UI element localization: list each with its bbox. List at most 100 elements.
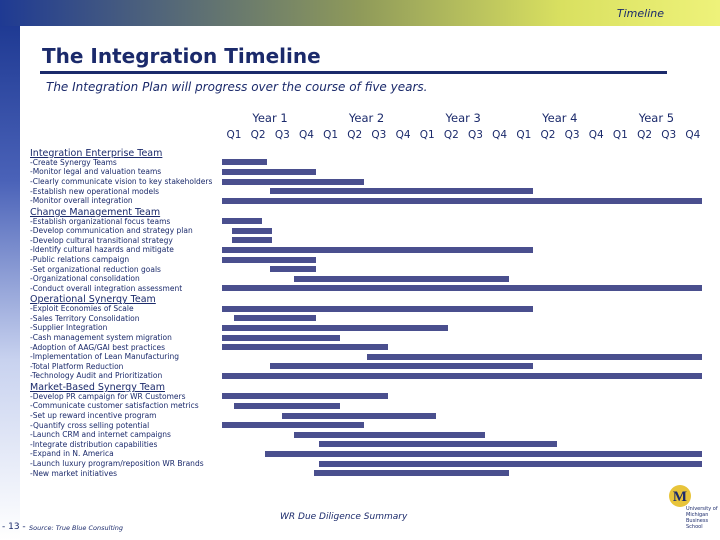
university-logo-icon: M (669, 485, 691, 507)
header-gradient-bar (0, 0, 720, 26)
task-label: -Public relations campaign (30, 255, 130, 264)
task-label: -Sales Territory Consolidation (30, 313, 140, 323)
quarter-label: Q4 (685, 129, 701, 141)
task-label: -Identify cultural hazards and mitigate (30, 245, 174, 255)
task-bar (222, 285, 702, 292)
task-label: -Launch luxury program/reposition WR Bra… (30, 459, 204, 468)
task-label: -Cash management system migration (30, 333, 172, 342)
task-bar (222, 256, 316, 263)
quarter-label: Q3 (371, 129, 387, 141)
task-bar (222, 422, 364, 429)
task-label: -Technology Audit and Prioritization (30, 371, 163, 381)
task-bar (294, 275, 509, 282)
task-label: -Expand in N. America (30, 449, 114, 459)
footer-summary: WR Due Diligence Summary (280, 512, 408, 522)
task-bar (222, 218, 263, 225)
task-bar (222, 178, 364, 185)
task-label: -Communicate customer satisfaction metri… (30, 401, 199, 411)
task-bar (270, 266, 316, 273)
task-label: -Adoption of AAG/GAI best practices (30, 342, 166, 352)
page-number: - 13 - (2, 522, 26, 532)
task-label: -Develop cultural transitional strategy (30, 235, 173, 245)
page-subtitle: The Integration Plan will progress over … (46, 80, 428, 94)
task-label: -Organizational consolidation (30, 274, 140, 284)
task-bar (231, 237, 273, 244)
task-bar (234, 402, 340, 409)
task-bar (222, 393, 389, 400)
quarter-label: Q1 (323, 129, 339, 141)
quarter-label: Q4 (588, 129, 604, 141)
source-note: Source: True Blue Consulting (29, 524, 124, 532)
task-label: -Exploit Economies of Scale (30, 304, 134, 314)
quarter-label: Q1 (516, 129, 532, 141)
quarter-label: Q1 (612, 129, 628, 141)
task-label: -Develop PR campaign for WR Customers (30, 391, 186, 401)
task-label: -Clearly communicate vision to key stake… (30, 177, 213, 186)
task-bar (231, 227, 273, 234)
task-bar (222, 344, 389, 351)
quarter-label: Q2 (347, 129, 363, 141)
quarter-label: Q1 (226, 129, 242, 141)
year-label: Year 3 (445, 111, 481, 125)
logo-glyph: M (673, 489, 687, 505)
task-label: -Integrate distribution capabilities (30, 439, 158, 449)
year-label: Year 1 (252, 111, 288, 125)
task-label: -Total Platform Reduction (30, 361, 124, 371)
quarter-label: Q3 (661, 129, 677, 141)
quarter-label: Q3 (468, 129, 483, 141)
task-bar (313, 470, 509, 477)
left-gradient-bar (0, 26, 20, 540)
task-bar (270, 363, 533, 370)
header-title: Timeline (616, 7, 664, 20)
task-label: -Monitor legal and valuation teams (30, 167, 162, 177)
task-bar (222, 168, 316, 175)
task-bar (318, 441, 558, 448)
logo-text: University of Michigan Business School (686, 506, 718, 530)
task-label: -Conduct overall integration assessment (30, 283, 183, 293)
task-bar (282, 412, 437, 419)
task-label: -Supplier Integration (30, 323, 108, 333)
quarter-label: Q3 (274, 129, 290, 141)
task-label: -Establish new operational models (30, 186, 160, 196)
task-bar (265, 450, 702, 457)
year-label: Year 5 (638, 111, 675, 125)
quarter-label: Q2 (540, 129, 556, 141)
title-underline (40, 71, 667, 74)
quarter-label: Q4 (395, 129, 411, 141)
task-label: -Launch CRM and internet campaigns (30, 430, 171, 440)
task-bar (222, 334, 340, 341)
task-label: -New market initiatives (30, 468, 117, 478)
task-label: -Create Synergy Teams (30, 157, 117, 167)
task-bar (294, 431, 485, 438)
quarter-label: Q4 (492, 129, 508, 141)
task-bar (222, 159, 268, 166)
quarter-label: Q3 (564, 129, 580, 141)
task-label: -Quantify cross selling potential (30, 420, 150, 430)
task-bar (222, 197, 702, 204)
task-bar (222, 246, 533, 253)
task-label: -Develop communication and strategy plan (30, 226, 193, 236)
task-bar (222, 372, 702, 379)
task-label: -Set organizational reduction goals (30, 264, 161, 274)
task-label: -Implementation of Lean Manufacturing (30, 352, 179, 362)
task-bar (222, 324, 449, 331)
task-label: -Establish organizational focus teams (30, 216, 171, 226)
section-title: Change Management Team (30, 206, 161, 218)
quarter-label: Q2 (443, 129, 459, 141)
task-label: -Monitor overall integration (30, 196, 133, 206)
section-title: Integration Enterprise Team (30, 148, 163, 159)
year-label: Year 4 (542, 111, 578, 125)
task-bar (366, 353, 702, 360)
task-bar (270, 188, 533, 195)
year-label: Year 2 (348, 111, 385, 125)
quarter-label: Q2 (250, 129, 266, 141)
quarter-label: Q2 (637, 129, 653, 141)
section-title: Operational Synergy Team (30, 294, 156, 306)
section-title: Market-Based Synergy Team (30, 382, 165, 393)
task-bar (222, 305, 533, 312)
task-label: -Set up reward incentive program (30, 411, 157, 420)
page-title: The Integration Timeline (42, 44, 321, 68)
task-bar (318, 460, 702, 467)
quarter-label: Q1 (419, 129, 435, 141)
task-bar (234, 315, 316, 322)
